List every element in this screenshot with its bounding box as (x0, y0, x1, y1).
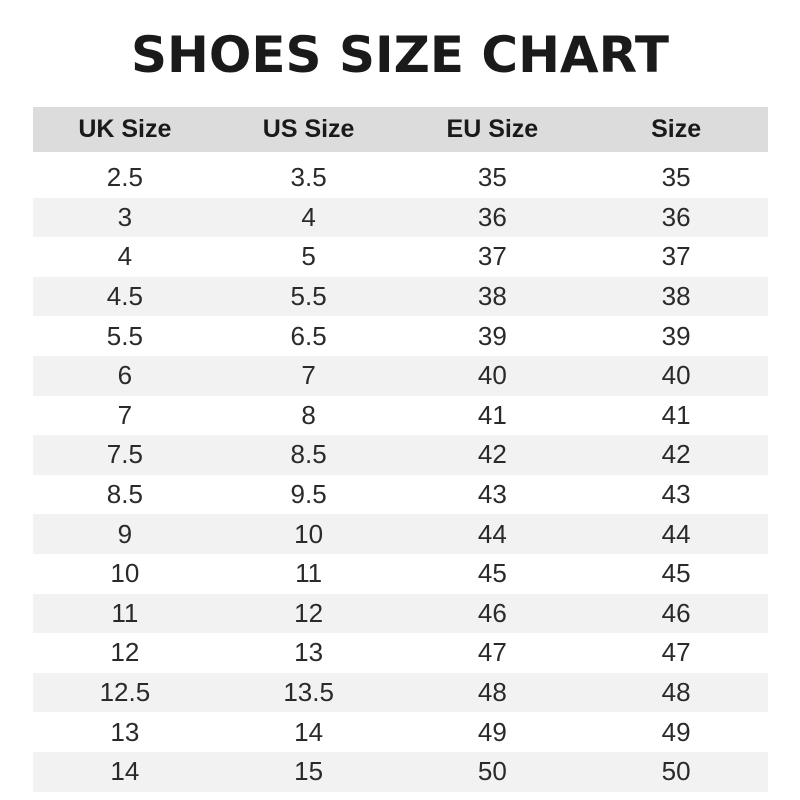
table-row: 3 4 36 36 (33, 197, 768, 238)
size-cell: 47 (661, 637, 691, 668)
table-row: 9 10 44 44 (33, 514, 768, 554)
eu-size-cell: 48 (477, 677, 507, 708)
us-size-cell: 5.5 (290, 281, 327, 312)
uk-size-cell: 4.5 (106, 281, 143, 312)
size-cell: 35 (661, 162, 691, 193)
page-title: SHOES SIZE CHART (131, 26, 669, 84)
us-size-cell: 13 (294, 637, 324, 668)
table-row: 10 11 45 45 (33, 554, 768, 594)
eu-size-cell: 50 (477, 756, 507, 787)
uk-size-cell: 14 (110, 756, 140, 787)
eu-size-cell: 36 (477, 201, 507, 232)
us-size-cell: 7 (301, 360, 316, 391)
size-cell: 45 (661, 558, 691, 589)
uk-size-cell: 8.5 (106, 479, 143, 510)
uk-size-cell: 12.5 (99, 677, 151, 708)
eu-size-cell: 49 (477, 716, 507, 747)
us-size-cell: 9.5 (290, 479, 327, 510)
table-row: 11 12 46 46 (33, 593, 768, 634)
eu-size-cell: 40 (477, 360, 507, 391)
size-cell: 36 (661, 201, 691, 232)
eu-size-cell: 47 (477, 637, 507, 668)
eu-size-cell: 37 (477, 241, 507, 272)
size-cell: 38 (661, 281, 691, 312)
size-cell: 50 (661, 756, 691, 787)
table-row: 8.5 9.5 43 43 (33, 475, 768, 515)
size-cell: 42 (661, 439, 691, 470)
uk-size-cell: 7.5 (106, 439, 143, 470)
table-row: 13 14 49 49 (33, 712, 768, 752)
table-row: 7 8 41 41 (33, 396, 768, 436)
size-cell: 43 (661, 479, 691, 510)
size-cell: 40 (661, 360, 691, 391)
table-row: 12.5 13.5 48 48 (33, 672, 768, 713)
us-size-cell: 6.5 (290, 320, 327, 351)
uk-size-cell: 5.5 (106, 320, 143, 351)
table-row: 12 13 47 47 (33, 633, 768, 673)
eu-size-cell: 45 (477, 558, 507, 589)
uk-size-cell: 7 (117, 399, 133, 430)
eu-size-cell: 38 (477, 281, 507, 312)
uk-size-cell: 4 (117, 241, 133, 272)
table-row: 14 15 50 50 (33, 751, 768, 792)
us-size-cell: 4 (301, 201, 316, 232)
uk-size-cell: 3 (117, 201, 133, 232)
size-cell: 48 (661, 677, 691, 708)
header-size: Size (651, 115, 702, 143)
table-row: 4 5 37 37 (33, 237, 768, 277)
us-size-cell: 8.5 (290, 439, 327, 470)
uk-size-cell: 12 (110, 637, 140, 668)
uk-size-cell: 11 (111, 597, 139, 628)
us-size-cell: 12 (294, 597, 324, 628)
us-size-cell: 8 (301, 399, 316, 430)
uk-size-cell: 10 (110, 558, 140, 589)
uk-size-cell: 6 (117, 360, 133, 391)
size-cell: 49 (661, 716, 691, 747)
table-row: 2.5 3.5 35 35 (33, 158, 768, 198)
uk-size-cell: 9 (117, 518, 133, 549)
eu-size-cell: 46 (477, 597, 507, 628)
us-size-cell: 13.5 (283, 677, 334, 708)
eu-size-cell: 43 (477, 479, 507, 510)
us-size-cell: 11 (295, 558, 323, 589)
eu-size-cell: 44 (477, 518, 507, 549)
eu-size-cell: 41 (477, 399, 507, 430)
header-uk-size: UK Size (78, 115, 172, 143)
table-row: 7.5 8.5 42 42 (33, 435, 768, 475)
us-size-cell: 5 (301, 241, 316, 272)
us-size-cell: 14 (294, 716, 324, 747)
eu-size-cell: 39 (477, 320, 507, 351)
us-size-cell: 3.5 (290, 162, 327, 193)
uk-size-cell: 13 (110, 716, 140, 747)
us-size-cell: 15 (294, 756, 324, 787)
eu-size-cell: 35 (477, 162, 507, 193)
size-cell: 44 (661, 518, 691, 549)
size-cell: 46 (661, 597, 691, 628)
us-size-cell: 10 (294, 518, 324, 549)
header-eu-size: EU Size (446, 115, 539, 143)
table-header: UK Size US Size EU Size Size (33, 107, 768, 152)
table-row: 5.5 6.5 39 39 (33, 316, 768, 356)
table-row: 6 7 40 40 (33, 355, 768, 396)
table-row: 4.5 5.5 38 38 (33, 276, 768, 317)
size-table: UK Size US Size EU Size Size 2.5 3.5 35 35 3… (33, 107, 768, 792)
size-cell: 37 (661, 241, 691, 272)
header-us-size: US Size (262, 115, 355, 143)
eu-size-cell: 42 (477, 439, 507, 470)
size-cell: 41 (661, 399, 691, 430)
uk-size-cell: 2.5 (106, 162, 143, 193)
size-cell: 39 (661, 320, 691, 351)
